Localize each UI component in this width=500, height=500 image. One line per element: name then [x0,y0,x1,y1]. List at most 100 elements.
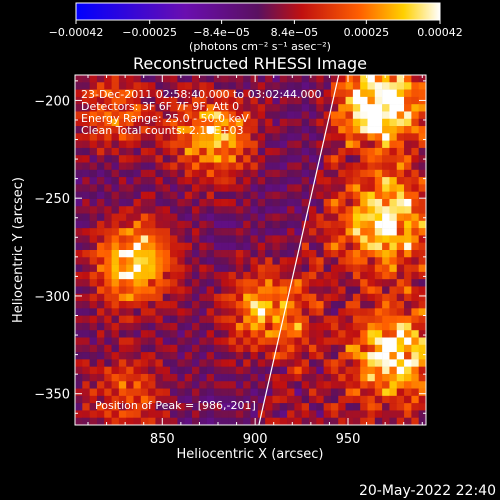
heatmap-cell [162,308,171,316]
heatmap-cell [82,352,90,360]
heatmap-cell [184,220,193,229]
heatmap-cell [111,206,120,214]
heatmap-cell [184,279,193,287]
heatmap-cell [228,388,237,397]
heatmap-cell [309,395,317,404]
heatmap-cell [250,293,259,302]
heatmap-cell [360,213,368,222]
heatmap-cell [309,96,317,105]
heatmap-cell [184,169,193,178]
heatmap-cell [221,155,229,163]
heatmap-cell [228,264,237,273]
heatmap-cell [338,271,346,280]
heatmap-cell [265,213,273,222]
heatmap-cell [221,286,229,295]
heatmap-cell [104,82,112,90]
heatmap-cell [199,301,207,309]
heatmap-cell [126,315,134,324]
heatmap-cell [177,337,185,346]
heatmap-cell [396,322,405,331]
heatmap-cell [199,184,207,192]
heatmap-cell [367,330,376,338]
heatmap-cell [148,308,156,316]
heatmap-cell [301,126,310,134]
heatmap-cell [301,308,310,316]
heatmap-cell [323,337,332,346]
heatmap-cell [294,228,302,236]
heatmap-cell [338,191,346,200]
heatmap-cell [82,308,90,316]
heatmap-cell [418,344,426,353]
heatmap-cell [294,147,302,156]
heatmap-cell [382,352,390,360]
heatmap-cell [309,75,317,83]
heatmap-cell [250,330,259,338]
heatmap-cell [330,315,339,324]
heatmap-cell [279,373,288,382]
heatmap-cell [279,198,288,207]
heatmap-cell [243,330,251,338]
heatmap-cell [382,359,390,367]
heatmap-cell [338,169,346,178]
heatmap-cell [374,410,383,419]
heatmap-cell [250,118,259,127]
heatmap-cell [155,410,164,419]
heatmap-cell [418,293,426,302]
heatmap-cell [104,118,112,127]
heatmap-cell [294,271,302,280]
heatmap-cell [75,82,83,90]
heatmap-cell [243,133,251,141]
heatmap-cell [206,388,215,397]
heatmap-cell [243,228,251,236]
heatmap-cell [294,257,302,265]
heatmap-cell [177,169,185,178]
heatmap-cell [330,279,339,287]
heatmap-cell [338,104,346,112]
heatmap-cell [352,279,361,287]
heatmap-cell [316,264,324,273]
heatmap-cell [389,410,398,419]
heatmap-cell [228,250,237,258]
heatmap-cell [192,366,200,375]
heatmap-cell [367,322,376,331]
heatmap-cell [265,381,273,389]
heatmap-cell [330,286,339,295]
heatmap-cell [257,118,266,127]
heatmap-cell [294,235,302,244]
heatmap-cell [345,388,354,397]
heatmap-cell [206,381,215,389]
heatmap-cell [213,162,222,171]
heatmap-cell [184,235,193,244]
heatmap-cell [111,104,120,112]
heatmap-cell [345,213,354,222]
heatmap-cell [257,359,266,367]
heatmap-cell [243,162,251,171]
heatmap-cell [418,242,426,251]
heatmap-cell [235,322,244,331]
heatmap-cell [411,403,419,411]
heatmap-cell [133,118,142,127]
heatmap-cell [111,162,120,171]
heatmap-cell [228,191,237,200]
heatmap-cell [118,417,127,425]
heatmap-cell [184,75,193,83]
heatmap-cell [75,293,83,302]
heatmap-cell [250,155,259,163]
heatmap-cell [82,344,90,353]
heatmap-cell [257,403,266,411]
heatmap-cell [301,235,310,244]
heatmap-cell [374,366,383,375]
heatmap-cell [221,104,229,112]
heatmap-cell [104,133,112,141]
heatmap-cell [257,75,266,83]
heatmap-cell [96,198,105,207]
heatmap-cell [199,293,207,302]
heatmap-cell [199,344,207,353]
heatmap-cell [382,235,390,244]
heatmap-cell [374,301,383,309]
heatmap-cell [96,191,105,200]
heatmap-cell [140,403,149,411]
heatmap-cell [126,344,134,353]
heatmap-cell [213,228,222,236]
heatmap-cell [140,308,149,316]
